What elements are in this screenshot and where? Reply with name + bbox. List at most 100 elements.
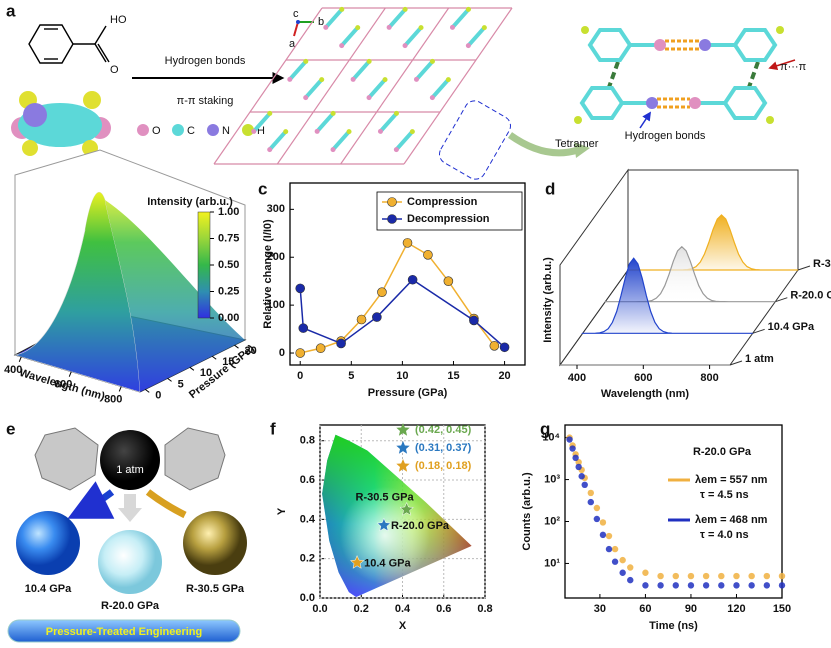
x-tick-label: 20 bbox=[498, 370, 510, 382]
sphere bbox=[98, 530, 162, 594]
x-tick-label: 600 bbox=[634, 372, 652, 384]
atom bbox=[287, 76, 293, 82]
plot-frame bbox=[564, 424, 783, 599]
legend-text: λem = 468 nm bbox=[695, 514, 768, 526]
point-label: R-30.5 GPa bbox=[356, 491, 415, 503]
legend-text: N bbox=[222, 125, 230, 137]
x-tick-label: 150 bbox=[773, 603, 791, 615]
legend-text: Decompression bbox=[407, 213, 490, 225]
colorbar-tick-label: 0.00 bbox=[218, 312, 239, 324]
data-point bbox=[349, 554, 365, 569]
atom bbox=[481, 25, 487, 31]
atom bbox=[350, 76, 356, 82]
legend-marker bbox=[396, 459, 410, 472]
atom bbox=[330, 110, 336, 116]
x-tick-label: 0.4 bbox=[395, 603, 411, 615]
x-tick-label: 400 bbox=[4, 364, 22, 376]
panel-label: g bbox=[540, 419, 550, 438]
atom bbox=[355, 25, 361, 31]
atom bbox=[402, 43, 408, 49]
lattice-line bbox=[276, 7, 386, 165]
series-line bbox=[300, 241, 495, 354]
atom bbox=[413, 76, 419, 82]
molecule bbox=[430, 77, 451, 100]
crystal-lattice bbox=[213, 6, 513, 180]
lattice-line bbox=[213, 7, 323, 165]
data-point bbox=[718, 582, 725, 589]
baseline bbox=[729, 360, 743, 366]
pi-label: π···π bbox=[780, 61, 807, 73]
molecule bbox=[450, 7, 471, 30]
data-point bbox=[763, 572, 771, 580]
molecule bbox=[267, 129, 288, 152]
x-tick bbox=[68, 371, 72, 377]
data-point bbox=[611, 545, 619, 553]
atom bbox=[330, 147, 336, 153]
y-tick-label: 0 bbox=[279, 347, 285, 359]
diamond bbox=[164, 427, 226, 491]
x-axis-label: Pressure (GPa) bbox=[368, 387, 448, 399]
atom bbox=[429, 95, 435, 101]
point-label: 10.4 GPa bbox=[364, 558, 411, 570]
data-point bbox=[642, 582, 649, 589]
legend-marker bbox=[396, 423, 410, 436]
data-point bbox=[469, 315, 479, 326]
lattice-line bbox=[403, 7, 513, 165]
atom bbox=[339, 43, 345, 49]
data-point bbox=[356, 314, 367, 325]
legend-box bbox=[376, 191, 523, 231]
molecule bbox=[339, 25, 360, 48]
atom bbox=[449, 24, 455, 30]
atom-label: O bbox=[110, 64, 119, 76]
atom bbox=[402, 6, 408, 12]
data-point bbox=[569, 445, 576, 452]
atom bbox=[251, 128, 257, 134]
atom bbox=[267, 110, 273, 116]
colorbar-tick-label: 0.75 bbox=[218, 232, 239, 244]
data-point bbox=[295, 283, 306, 294]
molecule bbox=[287, 59, 308, 82]
data-point bbox=[566, 436, 573, 443]
x-tick-label: 5 bbox=[348, 370, 354, 382]
data-point bbox=[687, 572, 695, 580]
data-point bbox=[702, 582, 710, 589]
series-label: R-20.0 GPa bbox=[790, 290, 831, 302]
atom bbox=[382, 77, 388, 83]
atom bbox=[267, 147, 273, 153]
axis-triad: c b a bbox=[289, 8, 324, 50]
x-tick-label: 0.0 bbox=[312, 603, 327, 615]
sphere bbox=[16, 511, 80, 575]
molecule bbox=[378, 111, 399, 134]
colorbar-tick-label: 1.00 bbox=[218, 206, 239, 218]
molecule bbox=[367, 77, 388, 100]
sphere bbox=[183, 511, 247, 575]
data-point bbox=[575, 463, 582, 471]
sphere bbox=[100, 430, 160, 490]
lattice-line bbox=[340, 7, 450, 165]
atom bbox=[303, 58, 309, 64]
banner-text: Pressure-Treated Engineering bbox=[46, 626, 203, 638]
colorbar-tick-label: 0.25 bbox=[218, 285, 239, 297]
molecule bbox=[387, 7, 408, 30]
panel-label: d bbox=[545, 179, 555, 198]
x-tick bbox=[18, 356, 22, 363]
axis-letter: c bbox=[293, 8, 299, 20]
data-point bbox=[672, 582, 679, 589]
series-line bbox=[299, 278, 506, 348]
atom bbox=[465, 43, 471, 49]
molecule bbox=[331, 129, 352, 152]
atom bbox=[366, 58, 372, 64]
space-filling-model bbox=[11, 91, 111, 156]
panel-label: a bbox=[6, 1, 16, 20]
y-tick-label: 0 bbox=[155, 389, 161, 401]
y-axis-label: Counts (arb.u.) bbox=[521, 472, 533, 551]
molecule bbox=[251, 111, 272, 134]
series-label: R-30.5 GPa bbox=[813, 258, 831, 270]
selection bbox=[439, 100, 511, 180]
atom bbox=[346, 129, 352, 135]
y-tick bbox=[144, 388, 150, 393]
atom bbox=[323, 24, 329, 30]
y-axis-label: Y bbox=[276, 507, 288, 515]
data-point bbox=[733, 572, 740, 580]
y-axis-label: Relative change (I/I0) bbox=[262, 219, 274, 329]
